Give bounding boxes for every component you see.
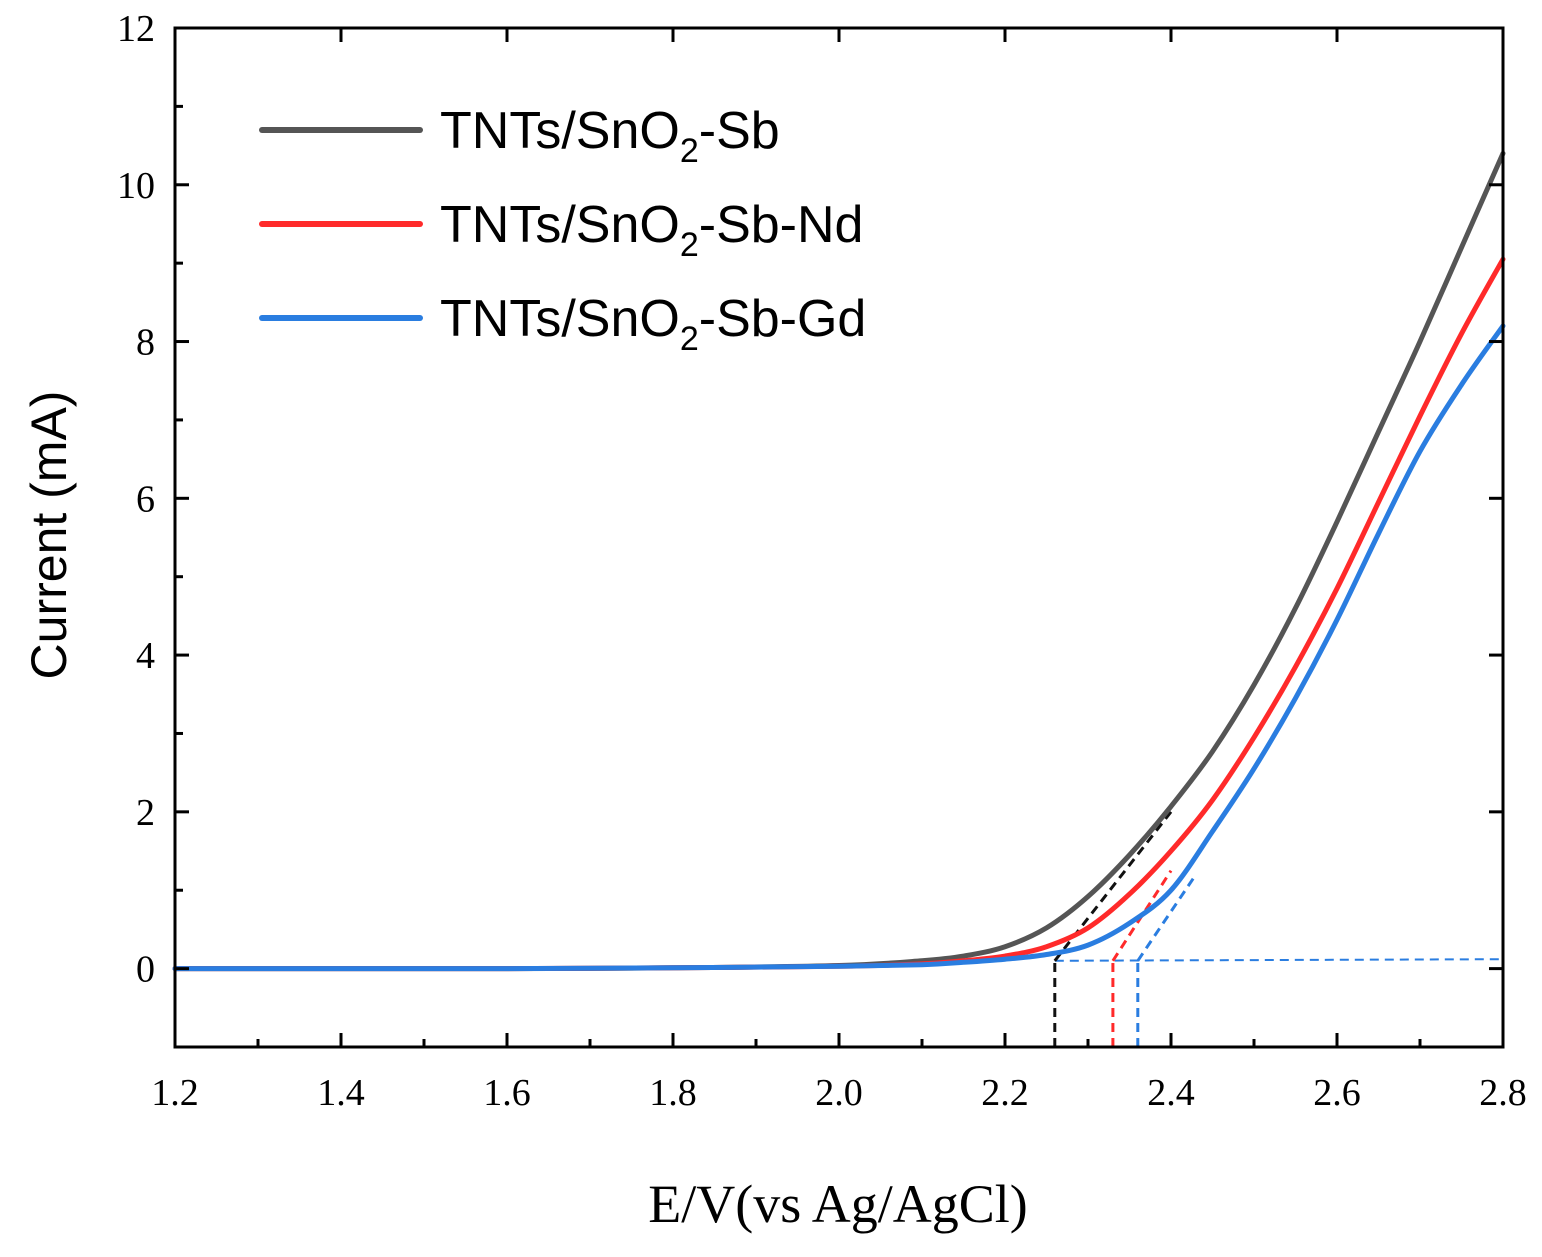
series-line-2 <box>172 256 1506 972</box>
series-line-3 <box>172 323 1506 972</box>
legend-label-2: TNTs/SnO2-Sb-Nd <box>440 196 863 264</box>
baseline-guide-line <box>1054 958 1504 962</box>
legend: TNTs/SnO2-Sb TNTs/SnO2-Sb-Nd TNTs/SnO2-Sb-… <box>259 102 866 358</box>
legend-label-3: TNTs/SnO2-Sb-Gd <box>440 290 866 358</box>
x-tick-label: 2.0 <box>815 1072 863 1114</box>
x-tick-label: 1.8 <box>649 1072 697 1114</box>
x-axis-title: E/V(vs Ag/AgCl) <box>648 1174 1028 1234</box>
x-tick-label: 2.4 <box>1147 1072 1195 1114</box>
y-tick-label: 8 <box>136 322 155 364</box>
y-tick-label: 4 <box>136 635 155 677</box>
x-tick-label: 2.2 <box>981 1072 1029 1114</box>
x-tick-label: 1.4 <box>317 1072 365 1114</box>
y-axis-title: Current (mA) <box>21 391 77 680</box>
series-layer <box>172 150 1506 972</box>
y-tick-label: 6 <box>136 478 155 520</box>
x-tick-label: 1.6 <box>483 1072 531 1114</box>
legend-label-1: TNTs/SnO2-Sb <box>440 102 780 170</box>
y-tick-label: 0 <box>136 949 155 991</box>
plot-frame <box>173 26 1505 1049</box>
x-tick-label: 2.8 <box>1479 1072 1527 1114</box>
series-line-1 <box>172 150 1506 972</box>
x-tick-label: 1.2 <box>151 1072 199 1114</box>
x-tick-label: 2.6 <box>1313 1072 1361 1114</box>
y-tick-label: 2 <box>136 792 155 834</box>
axes-layer: 1.2 1.4 1.6 1.8 2.0 2.2 2.4 2.6 2.8 0 2 4 6 8 10 12 <box>117 8 1527 1114</box>
y-tick-label: 12 <box>117 8 155 50</box>
y-tick-label: 10 <box>117 165 155 207</box>
onset-tangent-guide <box>1136 873 1198 962</box>
